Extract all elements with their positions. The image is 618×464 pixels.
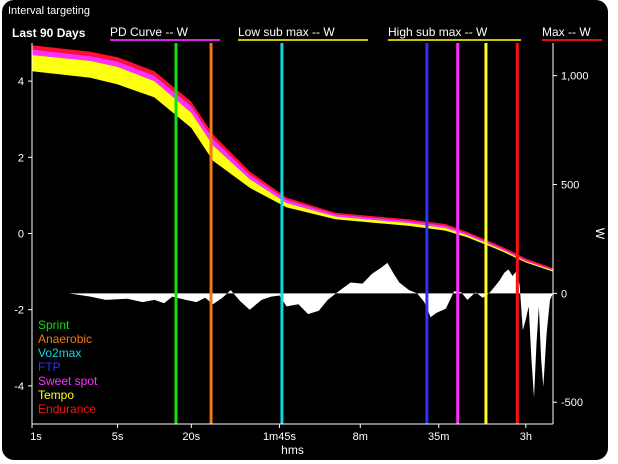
- legend-item: Sweet spot: [38, 374, 98, 388]
- chart: Interval targeting Last 90 Days PD Curve…: [8, 5, 607, 457]
- right-axis-tick-label: 0: [561, 288, 567, 300]
- left-axis-tick-label: -4: [14, 381, 24, 393]
- x-axis-tick-label: 35m: [428, 431, 449, 443]
- header-item-label: PD Curve -- W: [110, 25, 189, 39]
- left-axis-tick-label: 2: [18, 152, 24, 164]
- right-axis-tick-label: -500: [561, 397, 583, 409]
- header-item-label: High sub max -- W: [388, 25, 488, 39]
- right-axis-tick-label: 500: [561, 180, 579, 192]
- right-axis-label: W: [593, 228, 607, 240]
- x-axis-tick-label: 20s: [182, 431, 200, 443]
- left-axis-tick-label: 4: [18, 76, 24, 88]
- x-axis-tick-label: 8m: [353, 431, 368, 443]
- window-title: Interval targeting: [8, 5, 90, 17]
- band-magenta: [32, 49, 553, 271]
- header-item-label: Low sub max -- W: [238, 25, 335, 39]
- x-axis-tick-label: 1m45s: [263, 431, 297, 443]
- legend-item: FTP: [38, 360, 61, 374]
- legend-item: Vo2max: [38, 346, 81, 360]
- x-axis-label: hms: [281, 443, 304, 457]
- difference-area: [32, 262, 553, 398]
- right-axis-tick-label: 1,000: [561, 71, 589, 83]
- band-yellow: [32, 55, 553, 272]
- x-axis-tick-label: 3h: [520, 431, 532, 443]
- header-item-label: Max -- W: [542, 25, 591, 39]
- band-red: [32, 45, 553, 270]
- left-axis-tick-label: -2: [14, 305, 24, 317]
- legend-item: Anaerobic: [38, 332, 92, 346]
- chart-panel: Interval targeting Last 90 Days PD Curve…: [2, 0, 608, 460]
- period-label: Last 90 Days: [12, 26, 86, 40]
- legend-item: Endurance: [38, 402, 96, 416]
- legend-item: Tempo: [38, 388, 74, 402]
- left-axis-tick-label: 0: [18, 229, 24, 241]
- legend-item: Sprint: [38, 318, 70, 332]
- x-axis-tick-label: 1s: [30, 431, 42, 443]
- x-axis-tick-label: 5s: [112, 431, 124, 443]
